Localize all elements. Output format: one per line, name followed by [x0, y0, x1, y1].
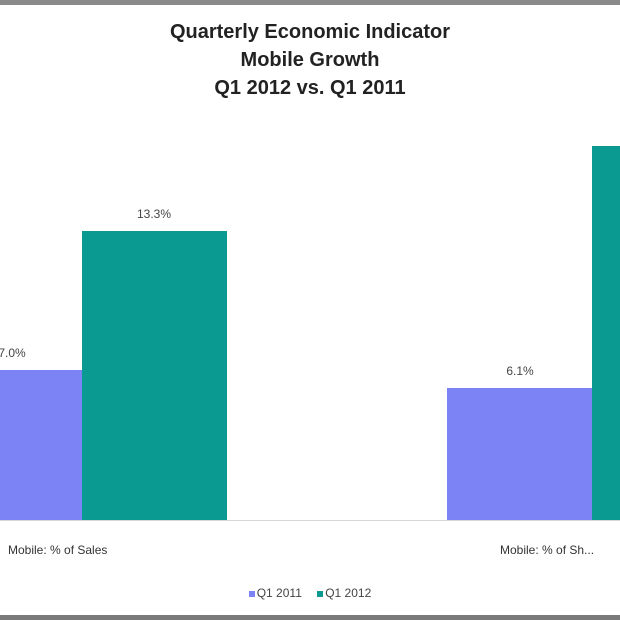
value-label: 6.1% [506, 364, 534, 378]
category-label: Mobile: % of Sh... [500, 543, 595, 557]
bar-q1-2011-share [447, 388, 592, 521]
chart-title: Quarterly Economic Indicator Mobile Grow… [0, 18, 620, 102]
title-line-2: Mobile Growth [240, 49, 380, 71]
title-line-1: Quarterly Economic Indicator [169, 21, 451, 43]
legend-swatch-icon [317, 590, 324, 597]
bar-q1-2012-sales [82, 231, 227, 521]
value-label: 13.3% [136, 207, 172, 221]
category-label: Mobile: % of Sales [8, 543, 108, 557]
legend-item-q1-2011: Q1 2011 [248, 586, 302, 600]
value-label: 7.0% [0, 346, 26, 360]
legend-swatch-icon [248, 590, 255, 597]
bottom-border [0, 615, 620, 620]
legend-item-q1-2012: Q1 2012 [317, 586, 371, 600]
top-border [0, 0, 620, 5]
title-line-3: Q1 2012 vs. Q1 2011 [214, 77, 406, 99]
bar-q1-2011-sales [0, 370, 82, 521]
bar-q1-2012-share [592, 146, 620, 521]
legend: Q1 2011 Q1 2012 [0, 586, 620, 600]
x-axis-line [0, 520, 620, 521]
